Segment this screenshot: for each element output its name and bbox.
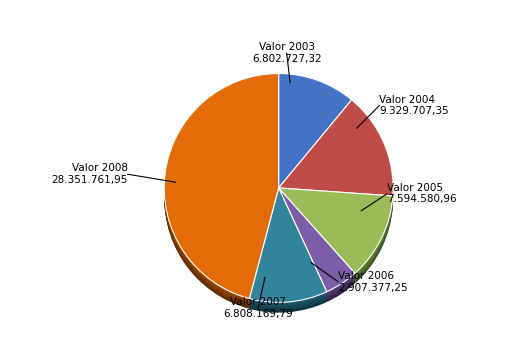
Wedge shape (164, 73, 279, 299)
Wedge shape (249, 188, 327, 303)
Wedge shape (279, 77, 351, 191)
Wedge shape (279, 188, 355, 292)
Wedge shape (164, 76, 279, 301)
Wedge shape (164, 79, 279, 305)
Wedge shape (164, 79, 279, 304)
Wedge shape (279, 193, 355, 297)
Wedge shape (249, 190, 327, 304)
Text: Valor 2003
6.802.727,32: Valor 2003 6.802.727,32 (252, 42, 322, 64)
Wedge shape (279, 190, 355, 293)
Wedge shape (164, 83, 279, 308)
Wedge shape (279, 76, 351, 191)
Wedge shape (279, 196, 355, 299)
Wedge shape (279, 101, 393, 197)
Wedge shape (279, 108, 393, 204)
Wedge shape (279, 195, 393, 280)
Wedge shape (279, 102, 393, 198)
Wedge shape (279, 74, 351, 189)
Wedge shape (249, 193, 327, 307)
Wedge shape (279, 82, 351, 197)
Wedge shape (279, 105, 393, 201)
Wedge shape (164, 77, 279, 302)
Wedge shape (279, 189, 355, 293)
Wedge shape (279, 80, 351, 195)
Wedge shape (279, 194, 355, 298)
Wedge shape (164, 81, 279, 306)
Wedge shape (279, 191, 393, 276)
Wedge shape (279, 197, 393, 282)
Wedge shape (279, 191, 355, 294)
Wedge shape (279, 100, 393, 196)
Wedge shape (279, 83, 351, 197)
Text: Valor 2008
28.351.761,95: Valor 2008 28.351.761,95 (51, 163, 128, 185)
Wedge shape (279, 108, 393, 204)
Wedge shape (279, 109, 393, 205)
Wedge shape (279, 104, 393, 200)
Wedge shape (279, 195, 355, 299)
Wedge shape (279, 194, 393, 279)
Wedge shape (249, 196, 327, 310)
Wedge shape (279, 107, 393, 203)
Wedge shape (164, 78, 279, 303)
Wedge shape (279, 106, 393, 202)
Wedge shape (164, 84, 279, 309)
Wedge shape (249, 191, 327, 306)
Wedge shape (279, 78, 351, 192)
Wedge shape (279, 188, 393, 273)
Wedge shape (279, 110, 393, 206)
Wedge shape (279, 84, 351, 198)
Text: Valor 2004
9.329.707,35: Valor 2004 9.329.707,35 (379, 95, 449, 116)
Wedge shape (249, 191, 327, 305)
Wedge shape (279, 197, 393, 283)
Wedge shape (279, 191, 393, 277)
Wedge shape (279, 189, 393, 274)
Wedge shape (164, 74, 279, 299)
Text: Valor 2007
6.808.169,79: Valor 2007 6.808.169,79 (223, 297, 293, 319)
Wedge shape (249, 197, 327, 311)
Wedge shape (279, 198, 355, 302)
Wedge shape (249, 194, 327, 309)
Wedge shape (279, 197, 355, 301)
Wedge shape (279, 192, 393, 277)
Wedge shape (164, 75, 279, 300)
Wedge shape (279, 73, 351, 188)
Wedge shape (279, 197, 355, 300)
Wedge shape (249, 197, 327, 312)
Text: Valor 2006
2.907.377,25: Valor 2006 2.907.377,25 (338, 271, 408, 293)
Wedge shape (279, 79, 351, 194)
Wedge shape (249, 195, 327, 309)
Wedge shape (249, 192, 327, 307)
Wedge shape (279, 196, 393, 281)
Wedge shape (279, 103, 393, 199)
Wedge shape (164, 82, 279, 307)
Wedge shape (279, 75, 351, 190)
Wedge shape (279, 102, 393, 198)
Wedge shape (164, 80, 279, 305)
Text: Valor 2005
7.594.580,96: Valor 2005 7.594.580,96 (388, 183, 457, 204)
Wedge shape (279, 193, 393, 279)
Wedge shape (279, 81, 351, 196)
Wedge shape (279, 79, 351, 193)
Wedge shape (249, 198, 327, 313)
Wedge shape (249, 189, 327, 303)
Wedge shape (279, 191, 355, 295)
Wedge shape (279, 190, 393, 275)
Wedge shape (279, 192, 355, 296)
Wedge shape (279, 198, 393, 283)
